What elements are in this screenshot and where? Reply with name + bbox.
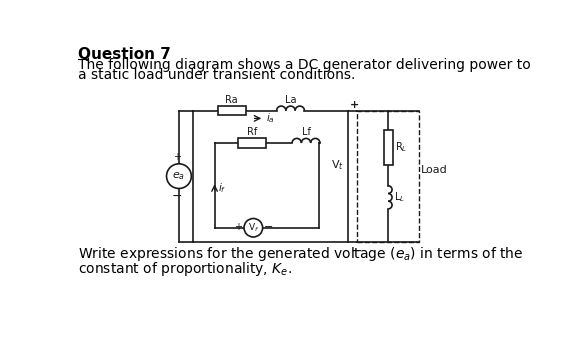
Text: +: +	[173, 152, 182, 162]
Text: Write expressions for the generated voltage ($e_a$) in terms of the: Write expressions for the generated volt…	[78, 245, 524, 263]
Text: The following diagram shows a DC generator delivering power to: The following diagram shows a DC generat…	[78, 58, 531, 71]
Text: Lf: Lf	[301, 127, 310, 137]
Bar	[238, 138, 266, 148]
Circle shape	[166, 164, 191, 188]
Text: +: +	[235, 222, 243, 232]
Text: −: −	[172, 190, 183, 203]
Text: V$_f$: V$_f$	[248, 221, 259, 234]
Text: +: +	[350, 100, 360, 110]
Text: $e_a$: $e_a$	[172, 170, 186, 182]
Text: −: −	[264, 222, 273, 232]
Text: $i_f$: $i_f$	[218, 181, 226, 195]
Text: $i_a$: $i_a$	[266, 111, 275, 125]
Text: Question 7: Question 7	[78, 47, 171, 62]
Text: L$_L$: L$_L$	[395, 190, 405, 204]
Text: V$_t$: V$_t$	[331, 158, 344, 171]
Text: a static load under transient conditions.: a static load under transient conditions…	[78, 68, 356, 82]
Text: Load: Load	[421, 165, 448, 175]
Text: La: La	[285, 95, 296, 105]
Text: −: −	[350, 244, 362, 258]
Text: constant of proportionality, $K_e$.: constant of proportionality, $K_e$.	[78, 260, 292, 278]
Bar	[357, 111, 419, 242]
Bar	[384, 130, 393, 165]
Circle shape	[244, 218, 262, 237]
Text: Ra: Ra	[225, 95, 238, 105]
Text: Rf: Rf	[247, 127, 257, 137]
Text: R$_L$: R$_L$	[395, 140, 407, 154]
Bar	[218, 106, 246, 115]
